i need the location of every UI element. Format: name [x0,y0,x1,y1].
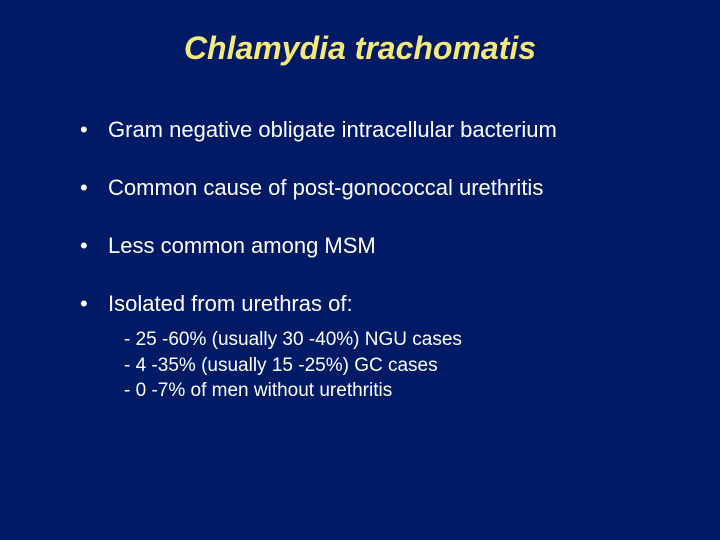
bullet-text: Isolated from urethras of: [108,291,353,316]
slide-title: Chlamydia trachomatis [50,30,670,67]
bullet-item: Less common among MSM [80,233,670,259]
bullet-item: Isolated from urethras of: - 25 -60% (us… [80,291,670,404]
bullet-list: Gram negative obligate intracellular bac… [80,117,670,404]
sub-item: - 4 -35% (usually 15 -25%) GC cases [124,353,670,379]
bullet-text: Common cause of post-gonococcal urethrit… [108,175,543,200]
bullet-text: Gram negative obligate intracellular bac… [108,117,557,142]
sub-item: - 25 -60% (usually 30 -40%) NGU cases [124,327,670,353]
bullet-item: Gram negative obligate intracellular bac… [80,117,670,143]
bullet-item: Common cause of post-gonococcal urethrit… [80,175,670,201]
sub-list: - 25 -60% (usually 30 -40%) NGU cases - … [124,327,670,404]
sub-item: - 0 -7% of men without urethritis [124,378,670,404]
bullet-text: Less common among MSM [108,233,376,258]
slide-container: Chlamydia trachomatis Gram negative obli… [0,0,720,540]
